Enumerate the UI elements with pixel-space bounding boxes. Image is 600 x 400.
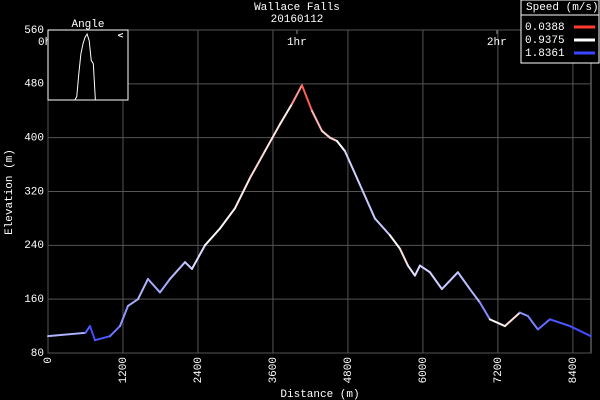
inset-line [54, 32, 114, 101]
x-tick-label: 1200 [118, 357, 130, 383]
y-tick-label: 560 [24, 25, 44, 37]
elevation-segment [183, 261, 193, 270]
x-tick-label: 4800 [343, 357, 355, 383]
elevation-segment [190, 244, 206, 270]
x-tick-label: 0 [43, 357, 55, 364]
elevation-segment [335, 140, 346, 153]
chart-subtitle: 20160112 [271, 14, 324, 26]
elevation-segment [84, 325, 91, 334]
x-tick-label: 7200 [493, 357, 505, 383]
elevation-segment [290, 84, 303, 106]
x-tick-label: 8400 [568, 357, 580, 383]
top-tick-label: 2hr [487, 37, 507, 49]
elevation-segment [488, 318, 506, 328]
elevation-segment [88, 325, 96, 342]
legend-label: 0.9375 [525, 35, 565, 47]
elevation-segment [203, 227, 221, 247]
elevation-segment [568, 325, 592, 338]
elevation-segment [548, 318, 571, 328]
elevation-segment [478, 301, 491, 321]
y-tick-label: 480 [24, 79, 44, 91]
x-axis-label: Distance (m) [280, 389, 359, 400]
elevation-segment [320, 129, 331, 139]
elevation-segment [146, 277, 161, 294]
elevation-segment [168, 261, 186, 280]
elevation-segment [126, 298, 139, 307]
elevation-segment [373, 217, 391, 237]
elevation-segment [388, 234, 401, 250]
inset-title: Angle [71, 19, 104, 31]
elevation-segment [136, 277, 149, 301]
elevation-segment [398, 247, 409, 267]
elevation-segment [328, 136, 338, 143]
y-tick-label: 160 [24, 294, 44, 306]
elevation-segment [158, 277, 171, 294]
elevation-segment [93, 335, 111, 342]
elevation-segment [468, 288, 481, 304]
elevation-segment [526, 314, 539, 331]
x-tick-label: 2400 [193, 357, 205, 383]
y-tick-label: 240 [24, 240, 44, 252]
elevation-segment [343, 150, 361, 186]
elevation-segment [278, 103, 293, 126]
elevation-segment [118, 304, 129, 328]
legend-label: 1.8361 [525, 48, 565, 60]
chart-title: Wallace Falls [254, 2, 340, 14]
x-tick-label: 3600 [268, 357, 280, 383]
elevation-segment [518, 311, 529, 317]
y-tick-label: 400 [24, 133, 44, 145]
inset-y-label: Velocity [114, 32, 126, 85]
elevation-segment [310, 109, 323, 132]
elevation-segment [418, 264, 431, 274]
elevation-segment [456, 271, 471, 291]
elevation-segment [218, 207, 236, 230]
elevation-segment [536, 318, 551, 331]
elevation-segment [108, 325, 121, 338]
inset-frame [47, 29, 129, 101]
elevation-segment [428, 271, 443, 291]
elevation-segment [440, 271, 459, 291]
elevation-segment [358, 183, 376, 220]
elevation-segment [263, 123, 281, 153]
legend-label: 0.0388 [525, 22, 565, 34]
y-axis-label: Elevation (m) [4, 149, 16, 235]
y-tick-label: 320 [24, 186, 44, 198]
elevation-segment [300, 84, 313, 112]
elevation-segment [406, 264, 416, 277]
elevation-segment [47, 331, 87, 338]
elevation-segment [233, 177, 251, 210]
elevation-segment [413, 264, 421, 277]
y-tick-label: 80 [31, 348, 44, 360]
x-tick-label: 6000 [418, 357, 430, 383]
top-tick-label: 1hr [287, 37, 307, 49]
legend-title: Speed (m/s) [526, 2, 599, 14]
elevation-segment [248, 150, 266, 180]
elevation-segment [503, 311, 521, 328]
